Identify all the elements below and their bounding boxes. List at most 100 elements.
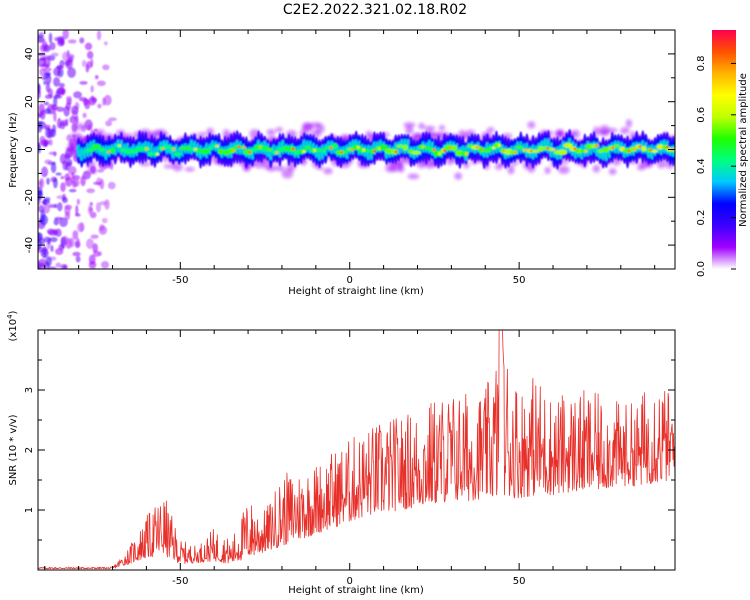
noise-cell [38,144,42,154]
noise-cell [67,166,77,175]
halo-cell [423,125,436,131]
band-core [331,142,338,149]
noise-cell [79,222,85,232]
halo-cell [139,161,151,166]
halo-cell [599,125,610,136]
noise-cell [60,175,65,180]
band-core [91,144,101,150]
band-core [402,144,409,151]
halo-cell [184,167,195,172]
halo-cell [172,162,183,172]
colorbar-tick-label: 0.0 [696,261,707,277]
noise-cell [65,102,72,111]
band-core [515,145,523,150]
band-core [104,149,110,155]
noise-cell [99,178,105,190]
y-tick-label: 20 [24,95,35,108]
noise-cell [86,188,96,194]
band-peak [443,149,447,152]
band-core [493,142,502,149]
noise-cell [54,216,63,221]
noise-cell [55,248,64,255]
halo-cell [418,122,425,130]
noise-cell [53,177,58,189]
halo-cell [620,127,630,134]
noise-cell [108,117,117,122]
noise-cell [55,262,62,268]
band-peak [638,145,642,148]
band-peak [237,145,241,149]
noise-cell [44,124,51,129]
noise-cell [105,120,113,127]
signal-band [76,128,675,170]
band-core [178,146,188,151]
noise-cell [97,251,102,257]
halo-cell [87,168,98,174]
halo-cell [302,123,314,132]
y-tick-label: 3 [24,387,35,393]
colorbar-tick-label: 0.6 [696,107,707,123]
band-peak [362,148,366,152]
halo-cell [315,123,325,134]
halo-cell [266,129,276,135]
noise-cell [50,244,54,252]
band-peak [356,146,360,149]
noise-cell [89,202,93,207]
colorbar-tick-label: 0.8 [696,55,707,71]
noise-cell [45,82,51,93]
noise-cell [57,202,63,212]
band-core [199,148,210,154]
noise-cell [64,204,73,210]
snr-x-axis-label: Height of straight line (km) [288,585,424,596]
band-core [315,148,322,153]
noise-cell [38,190,43,201]
band-core [86,147,96,153]
noise-cell [47,229,57,236]
band-peak [275,151,279,154]
band-core [629,146,637,152]
noise-cell [39,135,46,145]
band-peak [291,147,295,151]
band-core [335,149,345,155]
band-core [575,148,583,154]
band-core [384,148,394,154]
noise-cell [62,30,69,40]
y-tick-label: 2 [24,447,35,453]
noise-cell [64,211,71,221]
noise-cell [38,89,41,99]
noise-cell [38,52,46,57]
band-peak [231,149,236,152]
noise-cell [95,202,102,213]
halo-cell [625,119,632,128]
noise-cell [90,234,99,239]
noise-cell [72,251,81,257]
band-peak [584,149,588,153]
noise-cell [94,74,99,80]
noise-cell [41,76,47,81]
noise-cell [101,217,108,224]
noise-cell [45,74,52,85]
noise-cell [39,178,44,189]
noise-cell [81,59,87,68]
noise-cell [47,238,51,245]
halo-cell [398,164,405,173]
noise-cell [90,97,98,103]
noise-cell [69,237,75,248]
band-core [161,144,172,149]
noise-cell [38,38,46,42]
noise-cell [72,230,79,240]
noise-cell [80,175,86,187]
noise-cell [60,264,68,269]
noise-cell [43,203,50,214]
noise-cell [57,39,65,47]
figure-title: C2E2.2022.321.02.18.R02 [282,2,468,18]
band-core [109,147,116,154]
noise-cell [76,198,80,205]
halo-cell [403,122,416,128]
noise-cell [53,111,57,122]
halo-cell [197,132,207,137]
band-core [379,144,388,151]
noise-cell [47,266,57,269]
band-core [461,151,469,157]
noise-cell [90,85,94,93]
